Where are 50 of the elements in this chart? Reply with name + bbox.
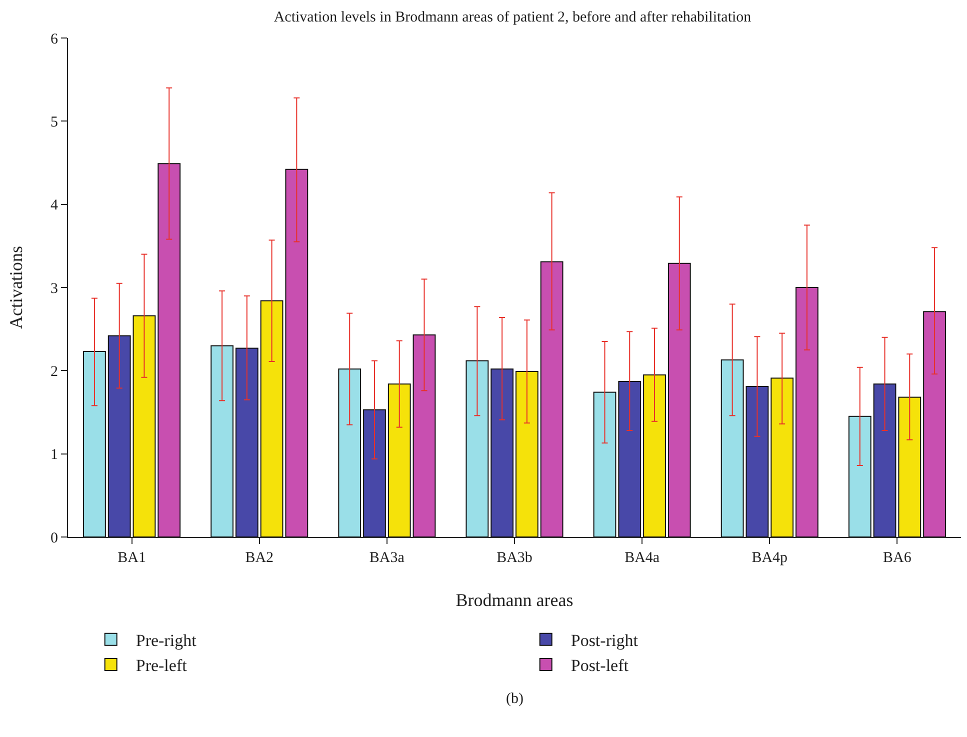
bar xyxy=(668,262,691,537)
x-tick-label: BA6 xyxy=(883,550,912,566)
x-axis-title: Brodmann areas xyxy=(456,590,574,610)
y-tick-label: 0 xyxy=(50,530,58,546)
bar xyxy=(210,345,234,537)
bar xyxy=(593,392,616,537)
bar xyxy=(108,335,131,537)
x-tick-label: BA2 xyxy=(245,550,274,566)
y-tick-label: 5 xyxy=(50,114,58,130)
bar xyxy=(466,360,489,537)
bar xyxy=(132,315,156,537)
x-tick-label: BA4p xyxy=(752,550,788,566)
text: (b) xyxy=(506,691,524,707)
bar xyxy=(796,287,818,537)
bar xyxy=(83,351,106,537)
bar xyxy=(285,168,308,537)
bar xyxy=(618,380,642,537)
bar xyxy=(540,261,564,537)
bar xyxy=(923,311,946,537)
y-axis-title: Activations xyxy=(6,246,26,329)
chart-title: Activation levels in Brodmann areas of patient 2, before and after rehabilitation xyxy=(274,10,752,26)
legend-label: Post-right xyxy=(570,631,638,650)
legend-label: Pre-left xyxy=(136,656,188,676)
x-tick-label: BA3b xyxy=(496,550,532,566)
x-tick-label: BA1 xyxy=(118,550,146,566)
bar xyxy=(363,409,386,537)
y-tick-label: 2 xyxy=(50,364,58,380)
bar xyxy=(490,368,514,537)
legend-label: Pre-right xyxy=(136,631,197,650)
bar xyxy=(848,416,872,537)
bar xyxy=(412,334,436,537)
y-tick-label: 6 xyxy=(50,31,58,48)
bar xyxy=(388,383,411,537)
y-tick-label: 4 xyxy=(50,198,58,214)
bar xyxy=(898,396,922,537)
bar xyxy=(643,374,666,537)
y-tick-label: 3 xyxy=(50,280,58,297)
x-tick-label: BA4a xyxy=(624,550,660,566)
bar xyxy=(338,368,362,537)
bar xyxy=(158,163,181,537)
bar xyxy=(873,383,896,537)
bar xyxy=(235,348,258,537)
x-tick-label: BA3a xyxy=(369,550,405,566)
y-tick-label: 1 xyxy=(50,447,58,464)
bar xyxy=(746,386,769,537)
legend-label: Post-left xyxy=(570,656,629,676)
bar xyxy=(720,359,744,537)
bar xyxy=(515,371,538,537)
bar xyxy=(770,378,794,537)
bar xyxy=(260,300,284,537)
